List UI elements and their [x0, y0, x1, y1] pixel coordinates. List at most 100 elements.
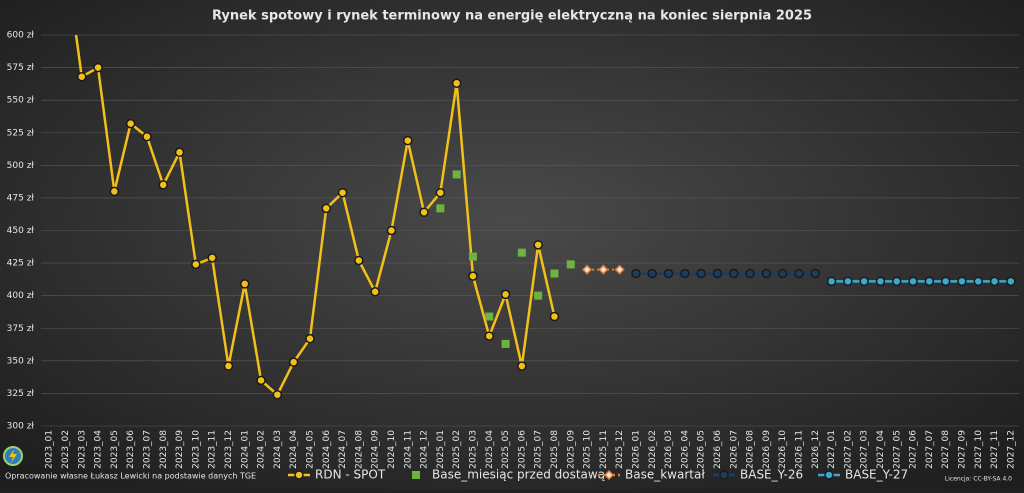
x-tick-label: 2026_10: [778, 430, 788, 469]
marker: [777, 268, 788, 279]
marker: [826, 276, 837, 287]
marker: [468, 252, 477, 261]
x-tick-label: 2024_03: [273, 430, 283, 469]
marker: [875, 276, 886, 287]
legend-label: Base_miesiąc przed dostawą: [432, 468, 605, 482]
x-tick-label: 2027_10: [974, 430, 984, 469]
x-tick-label: 2027_11: [990, 430, 1000, 469]
x-tick-label: 2027_05: [892, 430, 902, 469]
x-tick-label: 2024_06: [322, 430, 332, 469]
y-tick-label: 425 zł: [7, 259, 35, 269]
marker: [451, 78, 462, 88]
marker: [370, 287, 380, 297]
marker: [647, 268, 657, 279]
x-tick-label: 2027_07: [925, 430, 935, 469]
marker: [598, 264, 609, 275]
marker: [468, 271, 478, 281]
legend-label: Base_kwartał: [625, 468, 705, 482]
x-tick-label: 2023_05: [110, 430, 120, 469]
y-tick-label: 400 zł: [7, 291, 35, 301]
marker: [940, 276, 951, 287]
marker: [517, 248, 526, 257]
x-tick-label: 2023_12: [224, 430, 234, 469]
x-tick-label: 2026_06: [713, 430, 723, 469]
marker: [501, 339, 510, 348]
x-tick-label: 2024_12: [420, 430, 430, 469]
marker: [810, 268, 820, 279]
x-tick-label: 2026_04: [680, 430, 690, 469]
marker: [436, 204, 445, 213]
x-tick-label: 2026_08: [746, 430, 756, 469]
x-tick-label: 2023_02: [61, 430, 71, 469]
x-tick-label: 2025_01: [436, 430, 446, 469]
marker: [957, 276, 967, 287]
plot-area: [74, 35, 1016, 400]
license-note: Licencja: CC-BY-SA 4.0: [945, 476, 1012, 483]
x-tick-label: 2027_08: [941, 430, 951, 469]
marker: [989, 276, 1000, 287]
marker: [484, 331, 494, 341]
marker: [109, 186, 120, 197]
x-tick-label: 2025_03: [468, 430, 478, 469]
x-tick-label: 2024_10: [387, 430, 397, 469]
legend-label: BASE_Y-27: [845, 468, 908, 482]
x-tick-label: 2023_09: [175, 430, 185, 469]
x-tick-label: 2023_07: [142, 430, 152, 469]
x-tick-label: 2024_02: [257, 430, 267, 469]
x-tick-label: 2026_01: [631, 430, 641, 469]
marker: [663, 268, 674, 279]
marker: [403, 135, 413, 146]
marker: [191, 259, 201, 270]
x-tick-label: 2024_07: [338, 430, 348, 469]
x-tick-label: 2026_03: [664, 430, 674, 469]
marker: [549, 311, 560, 322]
y-tick-label: 300 zł: [7, 422, 35, 432]
y-tick-label: 575 zł: [7, 63, 35, 73]
y-tick-label: 450 zł: [7, 226, 35, 236]
marker: [321, 203, 331, 214]
marker: [485, 312, 494, 321]
x-tick-label: 2023_08: [159, 430, 169, 469]
marker: [452, 170, 461, 179]
marker: [581, 264, 593, 275]
marker: [288, 357, 299, 367]
x-tick-label: 2024_01: [240, 430, 250, 469]
marker: [550, 269, 559, 278]
marker: [158, 180, 168, 190]
legend-label: RDN - SPOT: [315, 468, 386, 482]
x-tick-label: 2025_04: [485, 430, 495, 469]
legend-marker: [824, 470, 834, 480]
marker: [386, 225, 397, 236]
x-tick-label: 2027_04: [876, 430, 886, 469]
marker: [712, 268, 723, 279]
source-note: Opracowanie własne Łukasz Lewicki na pod…: [5, 472, 256, 481]
y-tick-label: 475 zł: [7, 193, 35, 203]
marker: [1006, 276, 1016, 287]
marker: [207, 253, 217, 263]
x-tick-label: 2024_08: [354, 430, 364, 469]
marker: [354, 255, 364, 266]
x-tick-label: 2024_05: [305, 430, 315, 469]
y-tick-label: 350 zł: [7, 356, 35, 366]
x-tick-label: 2027_09: [957, 430, 967, 469]
x-tick-label: 2024_09: [371, 430, 381, 469]
marker: [419, 207, 429, 218]
marker: [142, 131, 152, 142]
marker: [761, 268, 772, 279]
marker: [745, 268, 755, 279]
marker: [93, 62, 103, 73]
marker: [892, 276, 902, 287]
marker: [533, 240, 543, 250]
marker: [614, 264, 625, 275]
marker: [256, 375, 266, 386]
marker: [534, 291, 543, 300]
x-tick-label: 2023_06: [126, 430, 136, 469]
x-tick-label: 2025_12: [615, 430, 625, 469]
marker: [174, 147, 185, 158]
x-tick-label: 2026_02: [648, 430, 658, 469]
y-tick-label: 500 zł: [7, 161, 35, 171]
x-tick-label: 2027_02: [843, 430, 853, 469]
marker: [125, 118, 136, 129]
x-tick-label: 2025_07: [534, 430, 544, 469]
